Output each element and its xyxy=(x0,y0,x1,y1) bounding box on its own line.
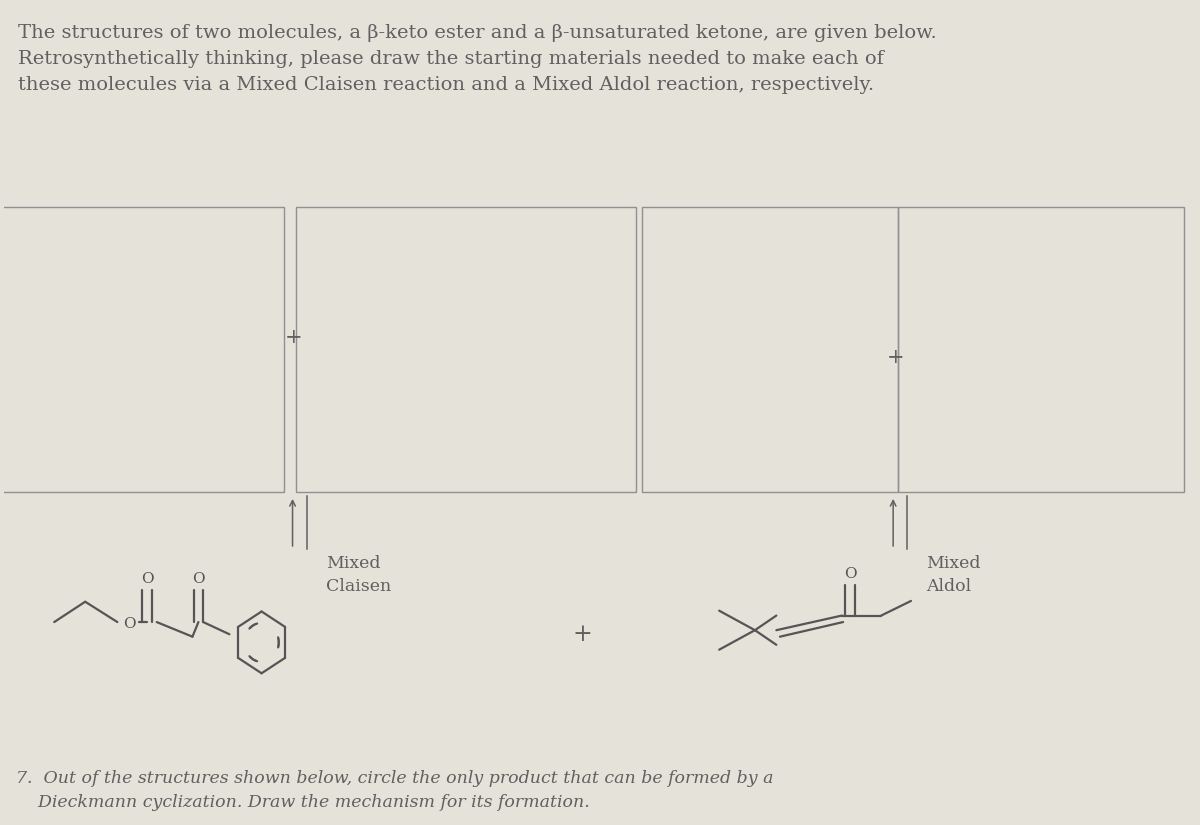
Bar xyxy=(296,207,636,492)
Text: +: + xyxy=(572,623,592,646)
Text: The structures of two molecules, a β-keto ester and a β-unsaturated ketone, are : The structures of two molecules, a β-ket… xyxy=(18,25,937,94)
Bar xyxy=(642,207,898,492)
Text: Mixed
Aldol: Mixed Aldol xyxy=(926,555,982,595)
Bar xyxy=(898,207,1184,492)
Text: +: + xyxy=(284,328,302,347)
Text: 7.  Out of the structures shown below, circle the only product that can be forme: 7. Out of the structures shown below, ci… xyxy=(16,770,774,810)
Text: Mixed
Claisen: Mixed Claisen xyxy=(326,555,391,595)
Text: O: O xyxy=(192,573,205,587)
Bar xyxy=(0,207,284,492)
Text: O: O xyxy=(124,616,136,630)
Text: O: O xyxy=(140,573,154,587)
Text: +: + xyxy=(887,348,905,367)
Text: O: O xyxy=(844,568,857,582)
